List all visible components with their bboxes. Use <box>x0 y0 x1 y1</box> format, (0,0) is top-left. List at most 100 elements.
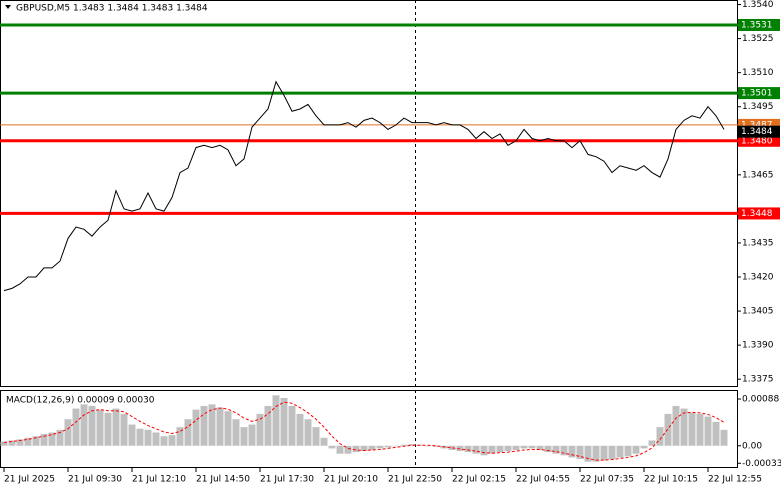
macd-bar <box>320 437 328 446</box>
x-tick-label: 22 Jul 07:35 <box>580 475 634 485</box>
macd-bar <box>696 413 704 446</box>
macd-bar <box>296 413 304 446</box>
y-tick-label: -0.00033 <box>742 459 781 469</box>
macd-bar <box>24 437 32 446</box>
y-tick-label: 0.00 <box>742 441 762 451</box>
macd-bar <box>424 445 432 447</box>
y-tick-label: 0.00088 <box>742 395 779 405</box>
x-tick-label: 21 Jul 17:30 <box>260 475 314 485</box>
bid-label: 1.3484 <box>741 127 773 137</box>
x-tick-label: 21 Jul 20:10 <box>324 475 378 485</box>
level-label: 1.3501 <box>741 89 773 99</box>
macd-bar <box>584 445 592 462</box>
price-panel <box>0 0 738 387</box>
macd-bar <box>720 429 728 446</box>
macd-bar <box>664 413 672 446</box>
x-tick-label: 21 Jul 22:50 <box>388 475 442 485</box>
x-tick-label: 21 Jul 12:10 <box>132 475 186 485</box>
y-tick-label: 1.3375 <box>742 375 774 385</box>
macd-bar <box>608 445 616 460</box>
macd-bar <box>504 445 512 452</box>
x-tick-label: 21 Jul 09:30 <box>68 475 122 485</box>
macd-bar <box>152 432 160 446</box>
macd-panel <box>0 390 738 468</box>
macd-bar <box>560 445 568 456</box>
y-tick-label: 1.3465 <box>742 170 774 180</box>
macd-bar <box>72 408 80 446</box>
macd-bar <box>104 412 112 446</box>
macd-bar <box>512 445 520 451</box>
macd-bar <box>128 424 136 446</box>
macd-bar <box>368 445 376 451</box>
level-box <box>738 207 780 220</box>
macd-bar <box>448 445 456 451</box>
macd-bar <box>704 416 712 446</box>
macd-bar <box>384 445 392 448</box>
y-tick-label: 1.3525 <box>742 34 774 44</box>
macd-bar <box>48 432 56 446</box>
macd-bar <box>280 397 288 446</box>
x-tick-label: 22 Jul 02:15 <box>452 475 506 485</box>
macd-bar <box>672 405 680 446</box>
macd-bar <box>312 427 320 446</box>
macd-bar <box>256 413 264 446</box>
macd-bar <box>200 405 208 446</box>
macd-bar <box>528 445 536 449</box>
level-label: 1.3531 <box>741 20 773 30</box>
y-tick-label: 1.3510 <box>742 68 774 78</box>
level-box <box>738 87 780 100</box>
macd-bar <box>184 419 192 446</box>
macd-bar <box>624 445 632 457</box>
macd-bar <box>168 435 176 446</box>
macd-bar <box>88 405 96 446</box>
y-tick-label: 1.3540 <box>742 0 774 10</box>
macd-bar <box>96 409 104 446</box>
macd-bar <box>112 408 120 446</box>
macd-bar <box>16 439 24 446</box>
macd-bar <box>496 445 504 453</box>
x-tick-label: 21 Jul 14:50 <box>196 475 250 485</box>
macd-bar <box>408 444 416 446</box>
macd-bar <box>472 445 480 454</box>
price-title: GBPUSD,M5 1.3483 1.3484 1.3483 1.3484 <box>16 4 208 14</box>
macd-bar <box>576 445 584 460</box>
macd-bar <box>400 444 408 446</box>
x-tick-label: 22 Jul 04:55 <box>516 475 570 485</box>
x-tick-label: 21 Jul 2025 <box>4 475 55 485</box>
macd-bar <box>248 424 256 446</box>
macd-bar <box>536 445 544 451</box>
macd-bar <box>160 436 168 446</box>
macd-bar <box>680 408 688 446</box>
level-label: 1.3480 <box>741 136 773 146</box>
macd-bar <box>360 445 368 452</box>
level-box <box>738 134 780 147</box>
y-tick-label: 1.3495 <box>742 102 774 112</box>
ask-label: 1.3487 <box>741 120 773 130</box>
macd-bar <box>56 429 64 446</box>
macd-bar <box>552 445 560 454</box>
macd-bar <box>600 445 608 461</box>
macd-bar <box>120 413 128 446</box>
macd-bar <box>376 445 384 449</box>
level-box <box>738 18 780 31</box>
y-tick-label: 1.3435 <box>742 238 774 248</box>
macd-bar <box>592 445 600 462</box>
y-tick-label: 1.3390 <box>742 341 774 351</box>
macd-bar <box>392 445 400 447</box>
macd-bar <box>544 445 552 453</box>
macd-bar <box>456 445 464 452</box>
signal-line <box>3 401 725 461</box>
macd-bar <box>328 445 336 449</box>
price-line <box>3 80 725 292</box>
macd-bar <box>464 445 472 453</box>
x-tick-label: 22 Jul 10:15 <box>644 475 698 485</box>
macd-bar <box>568 445 576 458</box>
macd-bar <box>712 421 720 446</box>
macd-bar <box>344 445 352 454</box>
macd-bar <box>8 440 16 446</box>
y-tick-label: 1.3405 <box>742 307 774 317</box>
macd-bar <box>632 445 640 454</box>
macd-bar <box>520 445 528 449</box>
macd-bar <box>264 405 272 446</box>
macd-bar <box>352 445 360 453</box>
